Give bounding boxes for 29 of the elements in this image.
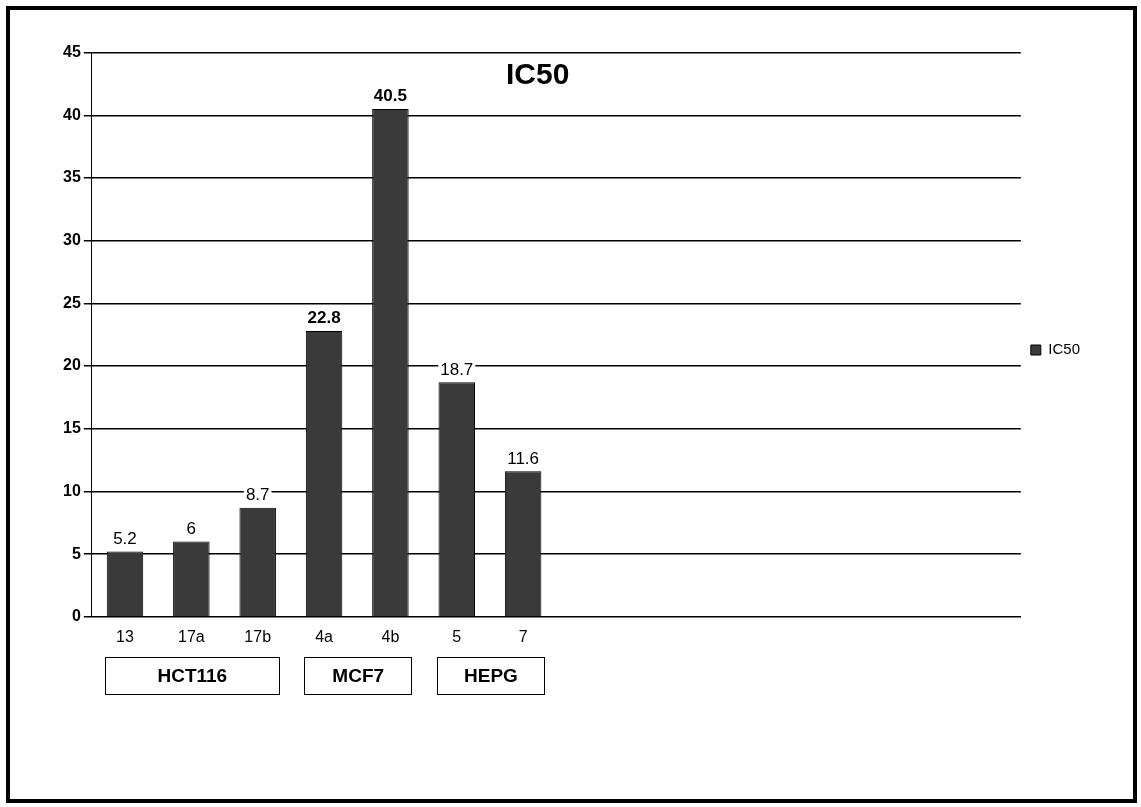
text: MCF7 [304,656,413,695]
y-tick-label: 40 [63,105,81,123]
data-label: 22.8 [307,308,341,328]
x-tick-label: 17a [177,627,205,645]
text: HCT116 [105,656,280,695]
data-label: 40.5 [373,86,407,106]
y-tick-label: 35 [63,168,81,186]
chart-title: IC50 [506,56,570,90]
x-tick-label: 13 [116,627,134,645]
y-tick-label: 15 [63,419,81,437]
data-label: 18.7 [440,359,474,379]
data-label: 5.2 [113,528,137,548]
x-tick-label: 5 [452,627,462,645]
x-tick-label: 17b [244,627,272,645]
y-tick-label: 25 [63,293,81,311]
y-tick-label: 10 [63,481,81,499]
text: HEPG [436,656,546,695]
legend-label: IC50 [1048,340,1080,358]
data-label: 11.6 [507,448,540,468]
y-tick-label: 45 [63,43,81,61]
x-tick-label: 4b [381,627,400,645]
y-tick-label: 5 [71,544,81,562]
x-tick-label: 4a [315,627,334,645]
y-tick-label: 20 [63,356,81,374]
y-tick-label: 0 [71,607,81,625]
data-label: 8.7 [245,484,270,504]
data-label: 6 [186,518,197,538]
y-tick-label: 30 [63,231,81,249]
x-tick-label: 7 [518,627,528,645]
